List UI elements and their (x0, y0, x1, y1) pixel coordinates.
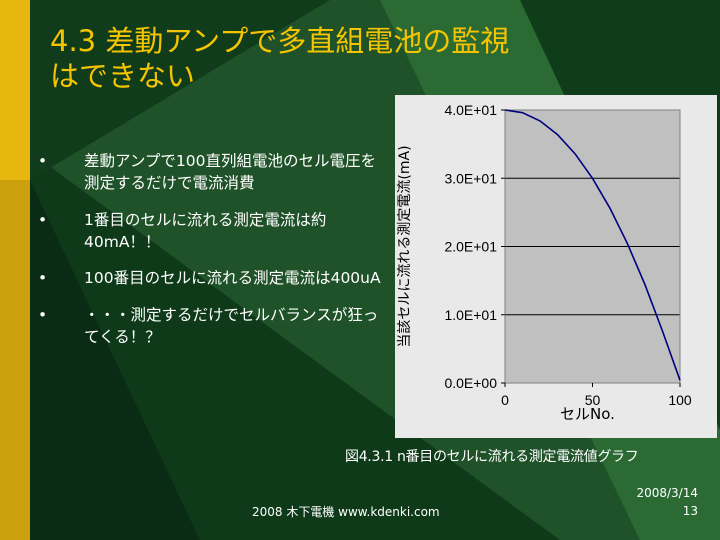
x-tick-label: 100 (668, 392, 692, 408)
footer-text: 2008 木下電機 www.kdenki.com (252, 505, 440, 519)
bullet-item: • 1番目のセルに流れる測定電流は約40mA！！ (30, 209, 390, 253)
y-tick-label: 1.0E+01 (444, 307, 497, 323)
bullet-marker: • (38, 306, 48, 324)
bullet-text: 100番目のセルに流れる測定電流は400uA (84, 269, 381, 287)
bullet-text: 1番目のセルに流れる測定電流は約40mA！！ (84, 211, 327, 251)
title-line-1: 4.3 差動アンプで多直組電池の監視 (50, 24, 510, 58)
bullet-item: • ・・・測定するだけでセルバランスが狂ってくる！？ (30, 304, 390, 348)
bullet-text: 差動アンプで100直列組電池のセル電圧を測定するだけで電流消費 (84, 152, 377, 192)
current-chart: 0.0E+00 1.0E+01 2.0E+01 3.0E+01 4.0E+01 0 50 10… (397, 102, 692, 423)
x-axis-label: セルNo. (560, 405, 615, 423)
bullet-marker: • (38, 152, 48, 170)
page-number: 13 (682, 504, 698, 518)
bullet-text: ・・・測定するだけでセルバランスが狂ってくる！？ (84, 306, 379, 346)
x-tick-label: 0 (501, 392, 509, 408)
y-tick-label: 2.0E+01 (444, 239, 497, 255)
accent-bar-lower (0, 180, 30, 540)
chart-panel: 0.0E+00 1.0E+01 2.0E+01 3.0E+01 4.0E+01 0 50 10… (395, 95, 717, 438)
slide-date: 2008/3/14 (636, 486, 698, 500)
series-line (504, 109, 681, 381)
figure-caption: 図4.3.1 n番目のセルに流れる測定電流値グラフ (345, 449, 639, 465)
slide-title: 4.3 差動アンプで多直組電池の監視 はできない (50, 24, 650, 94)
y-tick-label: 4.0E+01 (444, 102, 497, 118)
title-line-2: はできない (50, 59, 196, 93)
y-tick-label: 3.0E+01 (444, 170, 497, 186)
y-axis-label: 当該セルに流れる測定電流(mA) (397, 145, 413, 347)
y-tick-label: 0.0E+00 (444, 375, 497, 391)
bullet-marker: • (38, 269, 48, 287)
bullet-list: • 差動アンプで100直列組電池のセル電圧を測定するだけで電流消費 • 1番目の… (30, 150, 390, 348)
bullet-item: • 差動アンプで100直列組電池のセル電圧を測定するだけで電流消費 (30, 150, 390, 194)
bullet-item: • 100番目のセルに流れる測定電流は400uA (30, 267, 390, 289)
x-tick-label: 50 (585, 392, 601, 408)
bullet-marker: • (38, 211, 48, 229)
